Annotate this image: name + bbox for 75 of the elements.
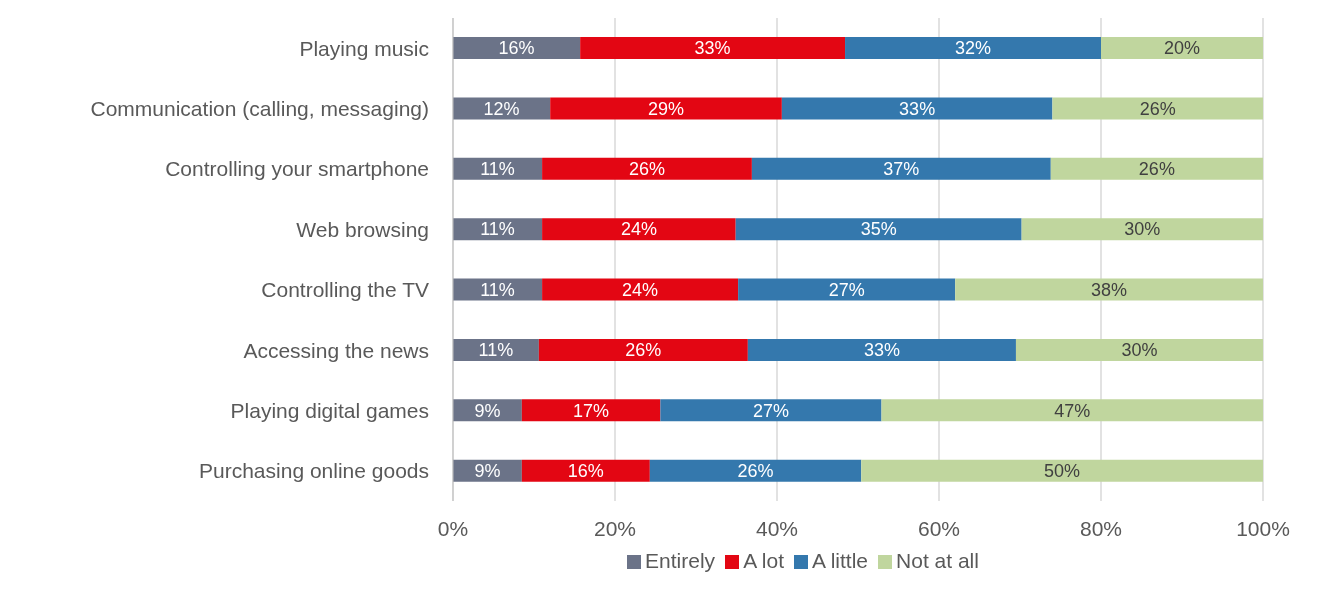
- x-tick-label: 40%: [755, 516, 799, 540]
- data-label: 12%: [483, 98, 520, 119]
- y-tick-label: Controlling the TV: [261, 278, 429, 302]
- data-label: 20%: [1163, 38, 1201, 59]
- legend-label: A little: [812, 549, 869, 572]
- y-tick-label: Controlling your smartphone: [165, 157, 429, 181]
- bar: [735, 218, 1022, 241]
- data-label: 26%: [1139, 98, 1176, 119]
- data-label: 9%: [474, 460, 501, 481]
- legend-label: A lot: [743, 549, 784, 572]
- data-label: 29%: [648, 98, 685, 119]
- bar: [747, 338, 1016, 361]
- bar: [1101, 37, 1263, 59]
- data-label: 11%: [478, 340, 514, 361]
- bar: [751, 157, 1051, 180]
- data-label: 32%: [955, 38, 992, 59]
- bar: [1015, 338, 1263, 361]
- x-tick-label: 20%: [593, 516, 637, 540]
- x-tick-label: 0%: [437, 516, 469, 540]
- y-tick-label: Purchasing online goods: [199, 459, 429, 483]
- data-label: 38%: [1091, 279, 1128, 300]
- bar: [542, 218, 736, 241]
- bar: [881, 399, 1263, 422]
- data-label: 16%: [567, 460, 604, 481]
- legend-label: Not at all: [896, 549, 979, 572]
- y-tick-label: Playing music: [299, 36, 429, 60]
- y-tick-label: Communication (calling, messaging): [90, 97, 429, 121]
- data-label: 33%: [694, 38, 731, 59]
- bar: [550, 97, 782, 120]
- data-label: 33%: [899, 98, 936, 119]
- bar: [542, 157, 752, 180]
- data-label: 9%: [474, 400, 501, 421]
- bar: [521, 399, 661, 422]
- data-label: 26%: [625, 340, 662, 361]
- x-tick-label: 80%: [1079, 516, 1123, 540]
- bar: [542, 278, 739, 301]
- data-label: 26%: [737, 460, 774, 481]
- data-label: 47%: [1054, 400, 1091, 421]
- bar: [955, 278, 1263, 301]
- data-label: 27%: [828, 279, 865, 300]
- data-label: 17%: [573, 400, 610, 421]
- data-label: 26%: [628, 159, 666, 180]
- bar: [845, 37, 1101, 59]
- bar: [738, 278, 956, 301]
- data-label: 11%: [480, 279, 515, 300]
- bar: [1050, 157, 1263, 180]
- bar: [861, 459, 1263, 482]
- x-tick-label: 100%: [1236, 516, 1290, 540]
- y-tick-label: Playing digital games: [230, 398, 429, 422]
- bar: [521, 459, 650, 482]
- y-tick-label: Accessing the news: [243, 338, 429, 362]
- data-label: 26%: [1138, 159, 1175, 180]
- legend-label: Entirely: [645, 549, 716, 572]
- bar: [580, 37, 846, 59]
- y-tick-label: Web browsing: [296, 217, 429, 241]
- data-label: 11%: [480, 219, 515, 240]
- data-label: 30%: [1121, 340, 1158, 361]
- bar: [1052, 97, 1263, 120]
- data-label: 33%: [863, 340, 900, 361]
- bar: [538, 338, 748, 361]
- bar: [1021, 218, 1263, 241]
- bar: [781, 97, 1053, 120]
- data-label: 11%: [480, 159, 515, 180]
- bar: [660, 399, 882, 422]
- data-label: 37%: [883, 159, 920, 180]
- bar: [649, 459, 862, 482]
- data-label: 24%: [620, 219, 657, 240]
- data-label: 24%: [622, 279, 659, 300]
- data-label: 50%: [1044, 460, 1081, 481]
- bar: [453, 37, 581, 59]
- data-label: 30%: [1124, 219, 1161, 240]
- data-label: 27%: [752, 400, 789, 421]
- data-label: 35%: [860, 219, 897, 240]
- data-label: 16%: [498, 38, 535, 59]
- x-tick-label: 60%: [917, 516, 961, 540]
